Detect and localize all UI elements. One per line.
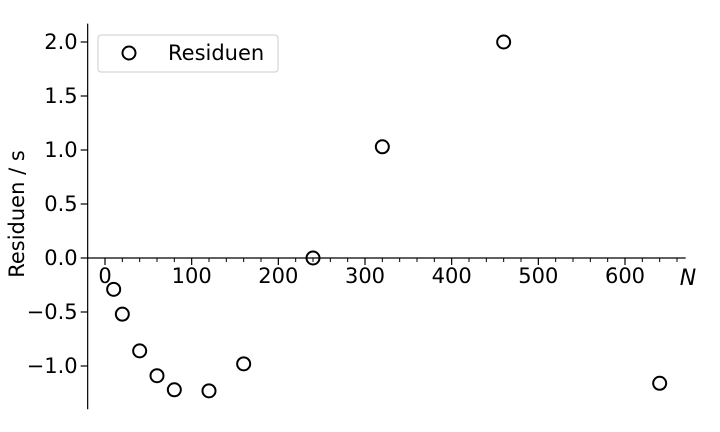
residual-point	[166, 382, 182, 398]
y-axis-title: Residuen / s	[5, 150, 29, 278]
residual-point	[201, 383, 217, 399]
y-tick-label: −0.5	[27, 300, 78, 324]
residual-point	[132, 343, 148, 359]
y-tick-label: 1.5	[44, 84, 77, 108]
residual-point	[374, 139, 390, 155]
x-tick-label: 200	[258, 264, 298, 288]
residual-point	[106, 281, 122, 297]
y-tick-label: −1.0	[27, 354, 78, 378]
x-tick-label: 600	[605, 264, 645, 288]
residual-point	[236, 356, 252, 372]
x-axis-title: N	[680, 266, 696, 291]
legend-marker	[121, 45, 137, 61]
legend-frame	[97, 34, 279, 73]
axis-ticks	[80, 41, 678, 367]
data-points	[106, 34, 668, 399]
legend-label-residuen: Residuen	[168, 41, 264, 65]
x-tick-label: 100	[172, 264, 212, 288]
residual-point	[149, 368, 165, 384]
x-tick-label: 0	[98, 264, 111, 288]
axes-spines	[87, 23, 686, 410]
residual-point	[114, 306, 130, 322]
legend: Residuen	[97, 34, 279, 73]
y-tick-label: 0.0	[44, 246, 77, 270]
residual-point	[305, 250, 321, 266]
y-tick-label: 2.0	[44, 30, 77, 54]
x-tick-label: 400	[432, 264, 472, 288]
x-tick-label: 500	[518, 264, 558, 288]
residual-point	[496, 34, 512, 50]
tick-labels: 0 100 200 300 400 500 600 2.0 1.5 1.0 0.5 0.0 −0.5 −1…	[27, 30, 645, 378]
y-tick-label: 0.5	[44, 192, 77, 216]
y-tick-label: 1.0	[44, 138, 77, 162]
x-tick-label: 300	[345, 264, 385, 288]
residual-point	[652, 375, 668, 391]
